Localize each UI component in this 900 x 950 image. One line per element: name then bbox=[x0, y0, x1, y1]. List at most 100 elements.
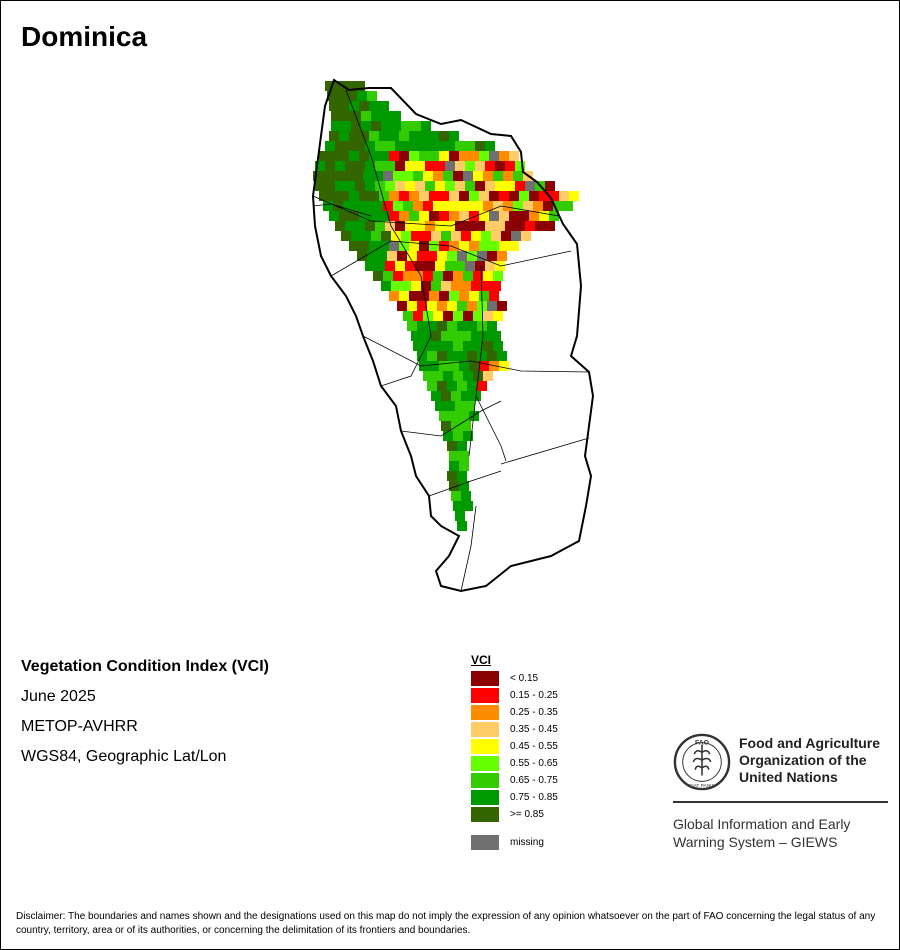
vci-cell bbox=[465, 221, 475, 231]
vci-cell bbox=[451, 231, 461, 241]
vci-cell bbox=[399, 291, 409, 301]
vci-cell bbox=[493, 341, 503, 351]
vci-cell bbox=[369, 131, 379, 141]
organization-name-line: Organization of the bbox=[739, 752, 867, 768]
vci-cell bbox=[375, 221, 385, 231]
legend-row: 0.75 - 0.85 bbox=[471, 790, 558, 805]
vci-cell bbox=[365, 141, 375, 151]
vci-cell bbox=[359, 191, 369, 201]
vci-cell bbox=[429, 191, 439, 201]
vci-cell bbox=[365, 161, 375, 171]
vci-cell bbox=[415, 261, 425, 271]
vci-cell bbox=[471, 231, 481, 241]
vci-cell bbox=[449, 411, 459, 421]
vci-cell bbox=[467, 301, 477, 311]
vci-cell bbox=[359, 151, 369, 161]
fao-logo-motto: FIAT PANIS bbox=[689, 783, 715, 789]
vci-cell bbox=[441, 331, 451, 341]
vci-cell bbox=[449, 191, 459, 201]
vci-cell bbox=[459, 451, 469, 461]
vci-cell bbox=[395, 141, 405, 151]
legend-label-missing: missing bbox=[510, 837, 544, 848]
vci-cell bbox=[355, 141, 365, 151]
legend-row: 0.45 - 0.55 bbox=[471, 739, 558, 754]
vci-cell bbox=[459, 191, 469, 201]
vci-cell bbox=[413, 201, 423, 211]
vci-cell bbox=[427, 301, 437, 311]
vci-cell bbox=[369, 211, 379, 221]
vci-cell bbox=[475, 261, 485, 271]
vci-cell bbox=[519, 191, 529, 201]
vci-cell bbox=[413, 341, 423, 351]
vci-cell bbox=[493, 271, 503, 281]
vci-cell bbox=[327, 91, 337, 101]
vci-cell bbox=[497, 251, 507, 261]
vci-cell bbox=[449, 291, 459, 301]
vci-cell bbox=[489, 241, 499, 251]
vci-cell bbox=[409, 191, 419, 201]
vci-cell bbox=[503, 171, 513, 181]
vci-cell bbox=[349, 241, 359, 251]
vci-cell bbox=[371, 231, 381, 241]
vci-cell bbox=[419, 211, 429, 221]
vci-cell bbox=[439, 411, 449, 421]
vci-cell bbox=[505, 181, 515, 191]
legend-label: 0.55 - 0.65 bbox=[510, 758, 558, 769]
vci-cell bbox=[447, 471, 457, 481]
vci-cell bbox=[411, 231, 421, 241]
vci-cell bbox=[379, 101, 389, 111]
vci-cell bbox=[341, 231, 351, 241]
legend-row: 0.55 - 0.65 bbox=[471, 756, 558, 771]
system-name-line: Warning System – GIEWS bbox=[673, 834, 838, 850]
vci-cell bbox=[447, 351, 457, 361]
vci-cell bbox=[461, 421, 471, 431]
vci-cell bbox=[381, 281, 391, 291]
legend-swatch bbox=[471, 705, 499, 720]
vci-cell bbox=[483, 201, 493, 211]
vci-cell bbox=[359, 131, 369, 141]
vci-cell bbox=[459, 241, 469, 251]
vci-cell bbox=[349, 101, 359, 111]
vci-cell bbox=[451, 331, 461, 341]
vci-cell bbox=[447, 321, 457, 331]
vci-cell bbox=[495, 181, 505, 191]
vci-cell bbox=[505, 161, 515, 171]
vci-cell bbox=[331, 121, 341, 131]
vci-cell bbox=[409, 131, 419, 141]
vci-cell bbox=[459, 461, 469, 471]
vci-cell bbox=[415, 161, 425, 171]
vci-cell bbox=[545, 221, 555, 231]
vci-cell bbox=[453, 171, 463, 181]
vci-cell bbox=[479, 361, 489, 371]
organization-name: Food and Agriculture Organization of the… bbox=[739, 735, 880, 786]
vci-cell bbox=[353, 201, 363, 211]
vci-cell bbox=[413, 271, 423, 281]
vci-cell bbox=[493, 201, 503, 211]
vci-cell bbox=[313, 171, 323, 181]
vci-cell bbox=[367, 251, 377, 261]
legend-label: >= 0.85 bbox=[510, 809, 544, 820]
vci-cell bbox=[391, 281, 401, 291]
vci-cell bbox=[385, 261, 395, 271]
vci-cell bbox=[403, 171, 413, 181]
vci-cell bbox=[499, 241, 509, 251]
vci-cell bbox=[425, 261, 435, 271]
vci-cell bbox=[483, 171, 493, 181]
vci-cell bbox=[519, 211, 529, 221]
legend-swatch bbox=[471, 688, 499, 703]
vci-cell bbox=[385, 141, 395, 151]
legend-row: 0.35 - 0.45 bbox=[471, 722, 558, 737]
vci-cell bbox=[431, 391, 441, 401]
vci-cell bbox=[465, 161, 475, 171]
system-name: Global Information and Early Warning Sys… bbox=[673, 815, 850, 851]
vci-cell bbox=[451, 281, 461, 291]
vci-cell bbox=[345, 81, 355, 91]
vci-cell bbox=[453, 501, 463, 511]
vci-cell bbox=[455, 261, 465, 271]
vci-cell bbox=[465, 401, 475, 411]
vci-cell bbox=[355, 181, 365, 191]
vci-cell bbox=[485, 221, 495, 231]
vci-map bbox=[311, 78, 595, 593]
vci-cell bbox=[457, 301, 467, 311]
vci-cell bbox=[459, 411, 469, 421]
